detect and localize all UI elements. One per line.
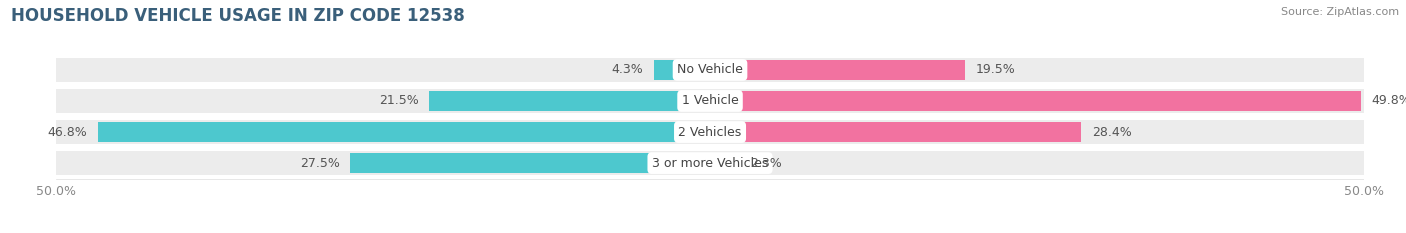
Bar [98, 122, 710, 142]
Bar [710, 151, 1364, 175]
Text: 3 or more Vehicles: 3 or more Vehicles [652, 157, 768, 170]
Text: 46.8%: 46.8% [48, 126, 87, 139]
Bar [654, 60, 710, 79]
Text: 1 Vehicle: 1 Vehicle [682, 94, 738, 107]
Bar [56, 89, 710, 113]
Text: 2.3%: 2.3% [751, 157, 782, 170]
Text: 2 Vehicles: 2 Vehicles [679, 126, 741, 139]
Text: 19.5%: 19.5% [976, 63, 1015, 76]
Bar [710, 58, 1364, 82]
Bar [56, 120, 710, 144]
Text: 27.5%: 27.5% [299, 157, 340, 170]
Text: No Vehicle: No Vehicle [678, 63, 742, 76]
Bar [429, 91, 710, 111]
Text: 49.8%: 49.8% [1372, 94, 1406, 107]
Bar [350, 154, 710, 173]
Bar [710, 154, 740, 173]
Text: 4.3%: 4.3% [612, 63, 644, 76]
Bar [56, 58, 710, 82]
Bar [56, 151, 710, 175]
Bar [710, 89, 1364, 113]
Text: 28.4%: 28.4% [1092, 126, 1132, 139]
Bar [710, 91, 1361, 111]
Text: 21.5%: 21.5% [378, 94, 419, 107]
Text: HOUSEHOLD VEHICLE USAGE IN ZIP CODE 12538: HOUSEHOLD VEHICLE USAGE IN ZIP CODE 1253… [11, 7, 465, 25]
Text: Source: ZipAtlas.com: Source: ZipAtlas.com [1281, 7, 1399, 17]
Bar [710, 60, 965, 79]
Bar [710, 120, 1364, 144]
Bar [710, 122, 1081, 142]
